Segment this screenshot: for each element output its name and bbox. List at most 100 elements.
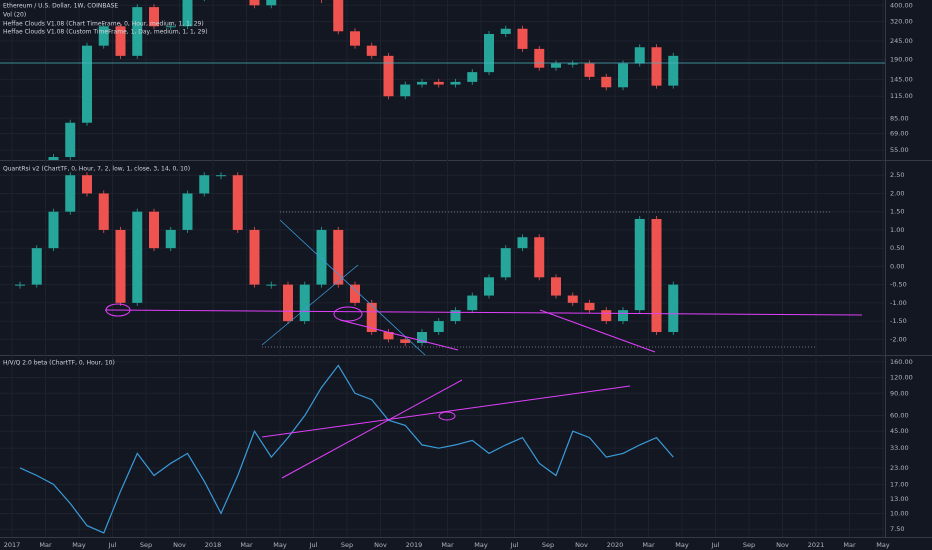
x-tick-label: Sep: [743, 541, 755, 549]
candle: [366, 45, 377, 56]
candle: [182, 0, 193, 27]
candle: [232, 175, 243, 230]
candle: [433, 321, 444, 333]
y-tick-label: 245.00: [890, 37, 913, 45]
y-tick-label: 145.00: [890, 75, 913, 83]
candle: [651, 218, 662, 333]
y-tick-label: 1.00: [890, 226, 904, 234]
y-tick-label: 120.00: [890, 374, 913, 382]
y-tick-label: -2.00: [890, 335, 907, 343]
candle: [48, 157, 59, 160]
candle: [283, 284, 293, 322]
candle: [132, 7, 143, 56]
candle: [417, 332, 427, 343]
candle: [383, 332, 394, 340]
y-tick-label: 45.00: [890, 427, 909, 435]
y-tick-label: 90.00: [890, 389, 909, 397]
candle: [567, 295, 578, 303]
y-tick-label: 13.00: [890, 495, 909, 503]
x-tick-label: Mar: [441, 541, 454, 549]
x-tick-label: May: [474, 541, 488, 549]
candle: [450, 310, 461, 322]
candle: [333, 0, 344, 32]
panel-title: H/V/Q 2.0 beta (ChartTF, 0, Hour, 10): [3, 360, 115, 367]
candle: [299, 284, 310, 322]
y-tick-label: 60.00: [890, 411, 909, 419]
x-tick-label: May: [72, 541, 86, 549]
candle: [149, 211, 159, 249]
candle: [132, 211, 143, 303]
y-tick-label: 17.00: [890, 480, 909, 488]
panel-marks: [19, 364, 674, 534]
candle: [249, 229, 260, 285]
indicator-line: [19, 364, 674, 534]
candle: [65, 122, 76, 158]
candle: [651, 47, 662, 86]
candle: [65, 175, 76, 212]
x-tick-label: Nov: [173, 541, 186, 549]
x-tick-label: Jul: [108, 541, 117, 549]
x-tick-label: Mar: [843, 541, 856, 549]
y-tick-label: 23.00: [890, 464, 909, 472]
x-tick-label: 2019: [406, 541, 423, 549]
candle: [98, 26, 109, 46]
y-tick-label: 0.50: [890, 244, 904, 252]
candle: [634, 47, 645, 64]
candle: [149, 7, 159, 27]
x-tick-label: Nov: [575, 541, 588, 549]
legend-entry: Vol (20): [3, 12, 26, 19]
candle: [383, 55, 394, 97]
candle: [165, 229, 176, 249]
y-tick-label: -1.00: [890, 299, 907, 307]
legend: Ethereum / U.S. Dollar, 1W, COINBASE Vol…: [3, 3, 208, 367]
candle: [199, 175, 210, 194]
candle: [400, 339, 411, 343]
panel-title: QuantRsi v2 (ChartTF, 0, Hour, 7, 2, low…: [3, 166, 190, 173]
candle: [534, 48, 545, 68]
x-tick-label: 2020: [607, 541, 624, 549]
y-tick-label: 55.00: [890, 146, 909, 154]
candle: [467, 295, 478, 311]
candle: [115, 229, 126, 303]
candle: [366, 302, 377, 333]
x-tick-label: Nov: [776, 541, 789, 549]
candle: [601, 310, 612, 322]
candle: [500, 248, 511, 278]
candle: [333, 229, 344, 285]
x-tick-label: Mar: [642, 541, 655, 549]
candle: [484, 277, 494, 296]
candle: [551, 277, 561, 296]
y-tick-label: 320.00: [890, 18, 913, 26]
candle: [82, 45, 92, 123]
candle: [618, 63, 628, 88]
candle: [517, 28, 528, 49]
candle: [668, 284, 679, 333]
x-tick-label: Nov: [374, 541, 387, 549]
panel-marks: [48, 0, 679, 160]
candle: [249, 0, 260, 6]
legend-entry: Heffae Clouds V1.08 (Chart TimeFrame, 0,…: [3, 21, 204, 28]
y-tick-label: -1.50: [890, 317, 907, 325]
x-tick-label: Sep: [140, 541, 152, 549]
y-tick-label: 33.00: [890, 444, 909, 452]
grid: [0, 0, 885, 537]
x-tick-label: 2018: [205, 541, 222, 549]
candle: [316, 229, 327, 285]
x-tick-label: Sep: [341, 541, 353, 549]
y-tick-label: 69.00: [890, 130, 909, 138]
candle: [350, 284, 360, 303]
candle: [601, 76, 612, 88]
candle: [551, 63, 561, 68]
drawings: [0, 62, 885, 479]
candle: [534, 237, 545, 278]
x-tick-label: May: [675, 541, 689, 549]
x-tick-label: Sep: [542, 541, 554, 549]
candle: [484, 33, 494, 73]
y-tick-label: 10.00: [890, 509, 909, 517]
candle: [584, 63, 595, 77]
x-tick-label: Mar: [240, 541, 253, 549]
x-tick-label: May: [876, 541, 890, 549]
candle: [82, 175, 92, 194]
